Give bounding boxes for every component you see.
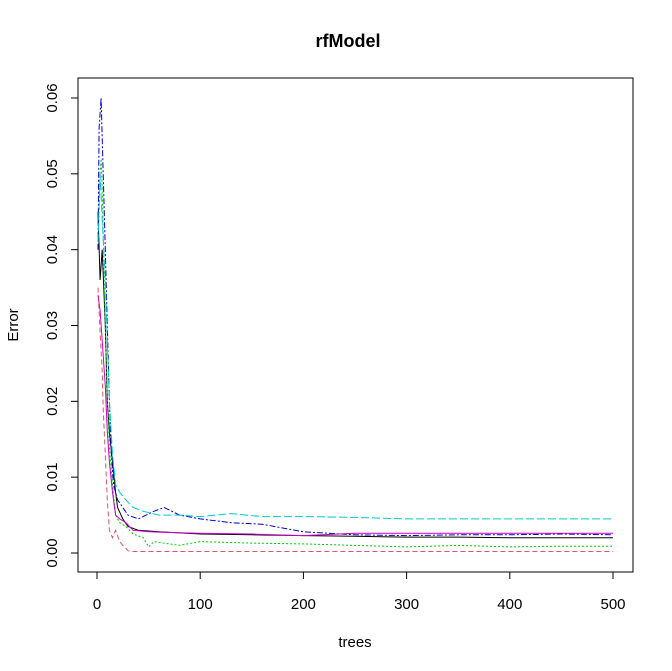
x-tick-label: 200	[291, 596, 316, 613]
x-tick-label: 400	[497, 596, 522, 613]
series-line-3	[97, 158, 613, 548]
series-line-2	[97, 287, 613, 552]
y-tick-label: 0.01	[44, 463, 61, 492]
x-tick-label: 100	[188, 596, 213, 613]
x-tick-label: 300	[394, 596, 419, 613]
series-layer	[97, 97, 614, 552]
x-axis-title: trees	[338, 634, 371, 651]
plot-frame	[77, 77, 634, 573]
y-tick-label: 0.04	[44, 235, 61, 264]
y-tick-label: 0.02	[44, 387, 61, 416]
x-tick-label: 500	[600, 596, 625, 613]
y-axis: 0.00 0.01 0.02 0.03 0.04 0.05 0.06	[44, 83, 79, 568]
series-line-6	[97, 295, 613, 537]
y-axis-title: Error	[5, 308, 22, 341]
series-line-5	[97, 173, 613, 520]
x-tick-label: 0	[93, 596, 101, 613]
y-tick-label: 0.05	[44, 159, 61, 188]
chart-title: rfModel	[316, 31, 381, 51]
y-tick-label: 0.06	[44, 83, 61, 112]
y-tick-label: 0.00	[44, 538, 61, 567]
series-line-1	[97, 211, 613, 539]
y-tick-label: 0.03	[44, 311, 61, 340]
x-axis: 0 100 200 300 400 500	[93, 571, 626, 613]
series-line-4	[97, 97, 614, 537]
